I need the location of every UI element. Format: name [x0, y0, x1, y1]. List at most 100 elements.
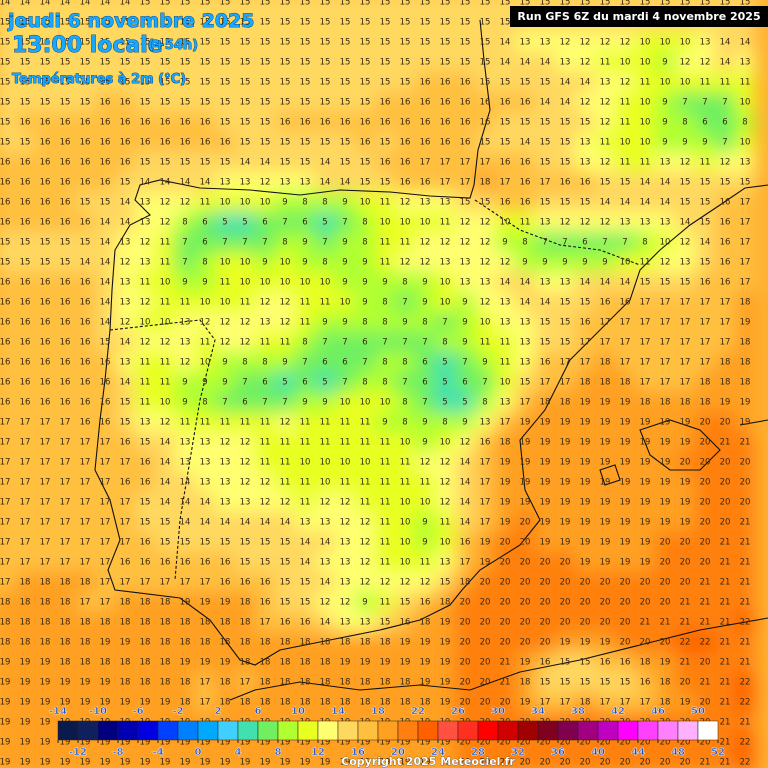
temp-cell — [555, 192, 575, 212]
temp-cell — [35, 392, 55, 412]
temp-value: 20 — [640, 758, 651, 768]
temp-value: 15 — [360, 98, 371, 108]
temp-value: 5 — [442, 358, 447, 368]
temp-cell — [735, 232, 755, 252]
temp-cell — [95, 392, 115, 412]
legend-swatch — [317, 720, 339, 741]
temp-cell — [455, 412, 475, 432]
legend-label: 38 — [571, 706, 585, 717]
temp-value: 10 — [400, 558, 411, 568]
temp-cell — [335, 172, 355, 192]
temp-cell — [275, 212, 295, 232]
temp-value: 18 — [260, 638, 271, 648]
temp-cell — [395, 192, 415, 212]
temp-value: 9 — [302, 258, 307, 268]
temp-value: 16 — [460, 78, 471, 88]
temp-value: 12 — [420, 458, 431, 468]
temp-value: 12 — [480, 298, 491, 308]
temp-cell — [155, 152, 175, 172]
temp-value: 21 — [500, 678, 511, 688]
temp-cell — [255, 272, 275, 292]
temp-cell — [415, 252, 435, 272]
temp-value: 14 — [500, 58, 511, 68]
temp-value: 15 — [360, 178, 371, 188]
temp-cell — [315, 132, 335, 152]
temp-cell — [455, 252, 475, 272]
temp-value: 15 — [560, 118, 571, 128]
temp-value: 13 — [300, 518, 311, 528]
temp-cell — [75, 72, 95, 92]
temp-cell — [275, 292, 295, 312]
temp-cell — [35, 372, 55, 392]
temp-cell — [555, 232, 575, 252]
temp-value: 12 — [400, 198, 411, 208]
temp-value: 19 — [580, 518, 591, 528]
temp-cell — [355, 252, 375, 272]
temp-value: 17 — [20, 498, 31, 508]
temp-value: 16 — [40, 118, 51, 128]
temp-cell — [575, 332, 595, 352]
temp-value: 20 — [460, 598, 471, 608]
temp-value: 12 — [680, 58, 691, 68]
temp-cell — [95, 272, 115, 292]
temp-cell — [15, 132, 35, 152]
temp-value: 15 — [360, 18, 371, 28]
temp-value: 14 — [460, 518, 471, 528]
temp-value: 6 — [262, 378, 267, 388]
temp-cell — [655, 392, 675, 412]
temp-cell — [695, 112, 715, 132]
temp-value: 9 — [202, 378, 207, 388]
temp-cell — [695, 192, 715, 212]
temp-value: 14 — [560, 78, 571, 88]
temp-cell — [135, 432, 155, 452]
temp-value: 10 — [220, 198, 231, 208]
temp-value: 16 — [480, 98, 491, 108]
temp-value: 15 — [320, 58, 331, 68]
temp-value: 17 — [0, 498, 10, 508]
temp-value: 12 — [240, 438, 251, 448]
temp-cell — [575, 52, 595, 72]
temp-cell — [595, 112, 615, 132]
temp-value: 17 — [680, 338, 691, 348]
temp-value: 18 — [320, 698, 331, 708]
temp-value: 15 — [320, 98, 331, 108]
temp-value: 16 — [520, 198, 531, 208]
temp-cell — [35, 312, 55, 332]
legend-swatch — [497, 720, 519, 741]
temp-cell — [355, 92, 375, 112]
temp-value: 10 — [420, 218, 431, 228]
temp-value: 7 — [722, 138, 727, 148]
temp-value: 16 — [360, 138, 371, 148]
temp-value: 15 — [220, 38, 231, 48]
temp-value: 12 — [160, 198, 171, 208]
temp-value: 17 — [740, 218, 751, 228]
legend-label: 2 — [215, 706, 222, 717]
temp-cell — [695, 312, 715, 332]
temp-value: 19 — [520, 698, 531, 708]
temp-value: 19 — [100, 678, 111, 688]
temp-cell — [0, 232, 15, 252]
temp-cell — [275, 112, 295, 132]
temp-value: 17 — [480, 498, 491, 508]
temp-value: 19 — [540, 438, 551, 448]
temp-cell — [615, 232, 635, 252]
temp-cell — [335, 372, 355, 392]
temp-cell — [595, 332, 615, 352]
temp-cell — [255, 72, 275, 92]
temp-value: 19 — [580, 458, 591, 468]
temp-cell — [475, 12, 495, 32]
temp-cell — [215, 232, 235, 252]
temp-value: 15 — [380, 0, 391, 8]
temp-value: 16 — [260, 598, 271, 608]
temp-value: 8 — [402, 418, 407, 428]
temp-value: 18 — [280, 678, 291, 688]
temp-value: 14 — [120, 218, 131, 228]
temp-cell — [615, 352, 635, 372]
temp-cell — [435, 332, 455, 352]
temp-value: 15 — [340, 38, 351, 48]
temp-cell — [275, 232, 295, 252]
temp-value: 16 — [620, 298, 631, 308]
temp-value: 20 — [460, 658, 471, 668]
temp-value: 15 — [400, 598, 411, 608]
temp-value: 20 — [540, 758, 551, 768]
